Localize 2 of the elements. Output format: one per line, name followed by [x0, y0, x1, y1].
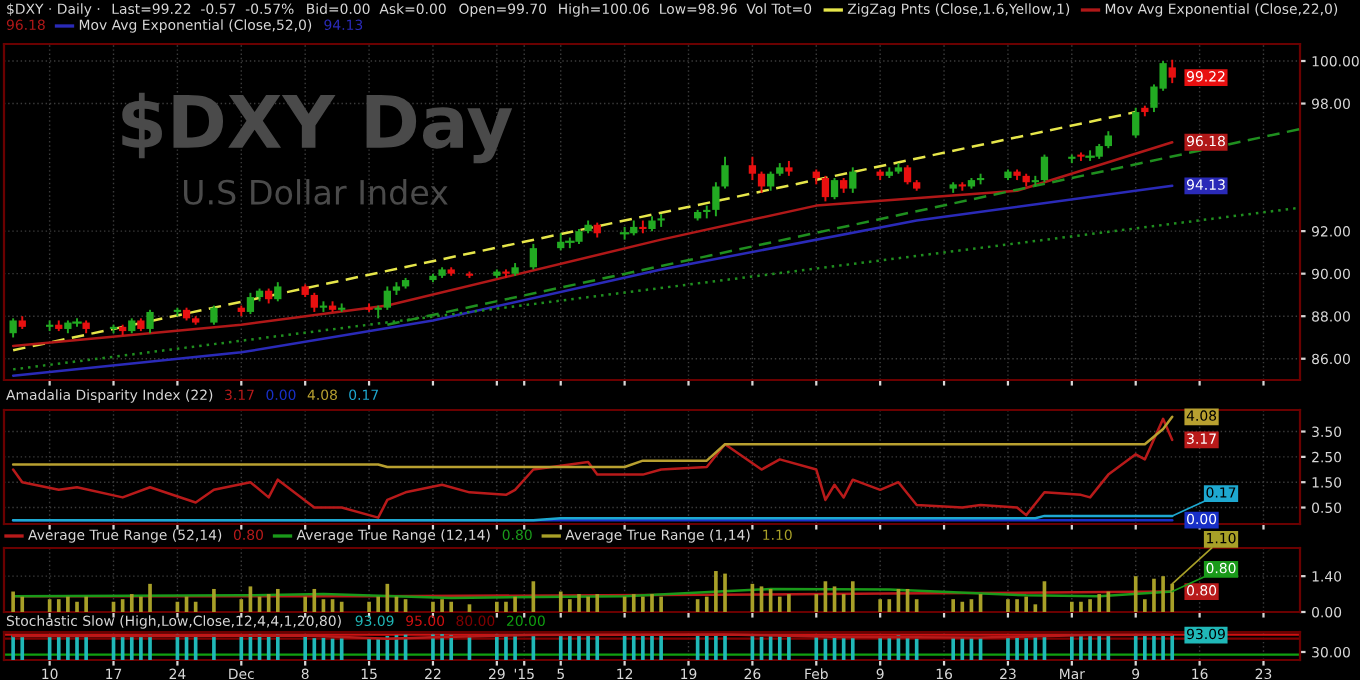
text: $DXY Day: [122, 92, 513, 164]
text: U.S Dollar Index: [184, 179, 448, 205]
